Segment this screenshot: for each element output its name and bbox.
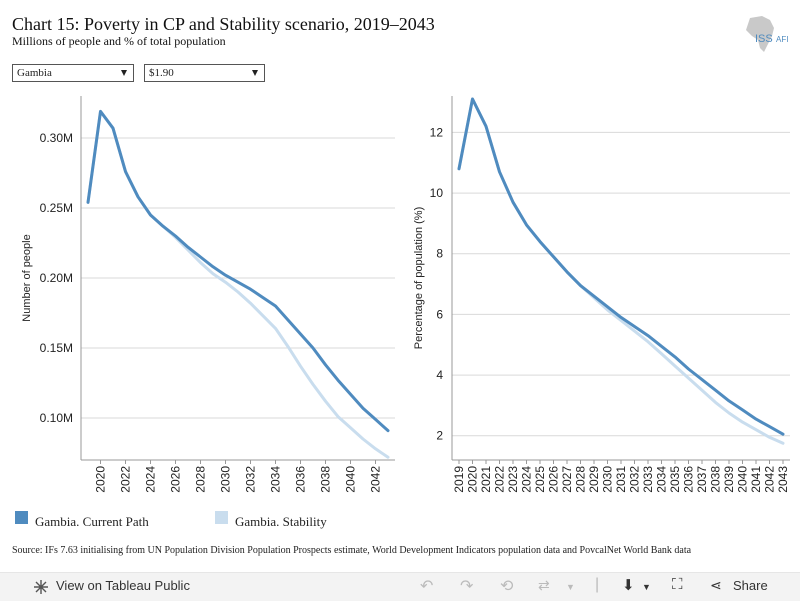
series-line-gambia-current-path <box>457 97 785 436</box>
chevron-down-icon <box>121 70 127 76</box>
x-tick-label: 2029 <box>587 466 601 493</box>
africa-map-icon <box>746 16 774 52</box>
x-tick-label: 2028 <box>194 466 208 493</box>
x-tick-label: 2032 <box>628 466 642 493</box>
tableau-toolbar: View on Tableau Public ↶ ↷ ⟲ ⇄ ▼ | ⬇ ▼ ⛶… <box>0 572 800 601</box>
chevron-down-icon[interactable]: ▼ <box>642 582 651 592</box>
x-tick-label: 2040 <box>736 466 750 493</box>
x-tick-label: 2038 <box>319 466 333 493</box>
x-tick-label: 2026 <box>169 466 183 493</box>
legend-label-current-path: Gambia. Current Path <box>35 514 149 529</box>
source-note: Source: IFs 7.63 initialising from UN Po… <box>12 545 692 556</box>
x-tick-label: 2038 <box>709 466 723 493</box>
x-tick-label: 2023 <box>506 466 520 493</box>
x-tick-label: 2035 <box>668 466 682 493</box>
chart-panel-1: 0.10M 0.15M 0.20M 0.25M 0.30M 2020 2022 2024 202… <box>21 96 395 493</box>
x-tick-label: 2037 <box>695 466 709 493</box>
y-tick-label: 0.20M <box>40 271 73 285</box>
x-tick-label: 2028 <box>574 466 588 493</box>
x-tick-label: 2027 <box>560 466 574 493</box>
x-tick-label: 2019 <box>452 466 466 493</box>
iss-africa-logo: ISS AFI <box>746 16 788 52</box>
x-tick-label: 2042 <box>369 466 383 493</box>
x-tick-label: 2031 <box>614 466 628 493</box>
country-select[interactable]: Gambia <box>12 64 134 82</box>
logo-text-suffix: AFI <box>776 35 788 44</box>
x-tick-label: 2024 <box>520 466 534 493</box>
x-tick-label: 2036 <box>682 466 696 493</box>
share-icon[interactable]: ⋖ <box>710 577 722 593</box>
share-button[interactable]: Share <box>733 578 768 593</box>
y-tick-label: 6 <box>436 307 443 321</box>
x-tick-label: 2022 <box>119 466 133 493</box>
revert-icon[interactable]: ⟲ <box>500 578 514 595</box>
download-icon[interactable]: ⬇ <box>622 577 635 594</box>
fullscreen-icon[interactable]: ⛶ <box>672 576 683 593</box>
y-tick-label: 4 <box>436 368 443 382</box>
x-tick-label: 2034 <box>655 466 669 493</box>
y-tick-label: 2 <box>436 429 443 443</box>
poverty-line-select[interactable]: $1.90 <box>144 64 265 82</box>
chevron-down-icon[interactable]: ▼ <box>566 582 575 592</box>
y-tick-label: 12 <box>430 125 444 139</box>
y-axis-label: Percentage of population (%) <box>413 207 425 349</box>
view-on-tableau-link[interactable]: View on Tableau Public <box>56 578 190 593</box>
x-tick-label: 2042 <box>763 466 777 493</box>
toolbar-divider: | <box>595 576 600 593</box>
series-line-gambia-stability <box>457 97 785 445</box>
y-axis-label: Number of people <box>21 234 33 321</box>
y-tick-label: 0.25M <box>40 201 73 215</box>
x-tick-label: 2030 <box>219 466 233 493</box>
x-tick-label: 2032 <box>244 466 258 493</box>
legend-label-stability: Gambia. Stability <box>235 514 327 529</box>
x-tick-label: 2034 <box>269 466 283 493</box>
x-tick-label: 2041 <box>749 466 763 493</box>
x-tick-label: 2033 <box>641 466 655 493</box>
x-tick-label: 2043 <box>776 466 790 493</box>
country-select-value: Gambia <box>17 67 52 79</box>
legend-swatch-stability <box>215 511 228 524</box>
x-tick-label: 2022 <box>493 466 507 493</box>
redo-icon[interactable]: ↷ <box>460 578 474 595</box>
chevron-down-icon <box>252 70 258 76</box>
series-line-gambia-stability <box>86 109 390 459</box>
y-tick-label: 0.30M <box>40 131 73 145</box>
refresh-icon[interactable]: ⇄ <box>538 577 550 593</box>
chart-title: Chart 15: Poverty in CP and Stability sc… <box>12 14 435 34</box>
x-tick-label: 2020 <box>466 466 480 493</box>
y-tick-label: 10 <box>430 186 444 200</box>
y-tick-label: 0.15M <box>40 341 73 355</box>
tableau-logo-icon <box>34 580 48 594</box>
x-tick-label: 2021 <box>479 466 493 493</box>
y-tick-label: 8 <box>436 247 443 261</box>
y-tick-label: 0.10M <box>40 411 73 425</box>
chart-panel-2: 2 4 6 8 10 12 2019 2020 2021 2022 2023 2024 2025 2026… <box>413 96 790 493</box>
series-line-gambia-current-path <box>86 109 390 433</box>
undo-icon[interactable]: ↶ <box>420 578 434 595</box>
legend-swatch-current-path <box>15 511 28 524</box>
poverty-line-select-value: $1.90 <box>149 67 174 79</box>
x-tick-label: 2036 <box>294 466 308 493</box>
x-tick-label: 2039 <box>722 466 736 493</box>
x-tick-label: 2020 <box>94 466 108 493</box>
x-tick-label: 2040 <box>344 466 358 493</box>
logo-text: ISS <box>755 33 773 45</box>
x-tick-label: 2026 <box>547 466 561 493</box>
x-tick-label: 2025 <box>533 466 547 493</box>
x-tick-label: 2030 <box>601 466 615 493</box>
x-tick-label: 2024 <box>144 466 158 493</box>
chart-subtitle: Millions of people and % of total popula… <box>12 34 226 48</box>
